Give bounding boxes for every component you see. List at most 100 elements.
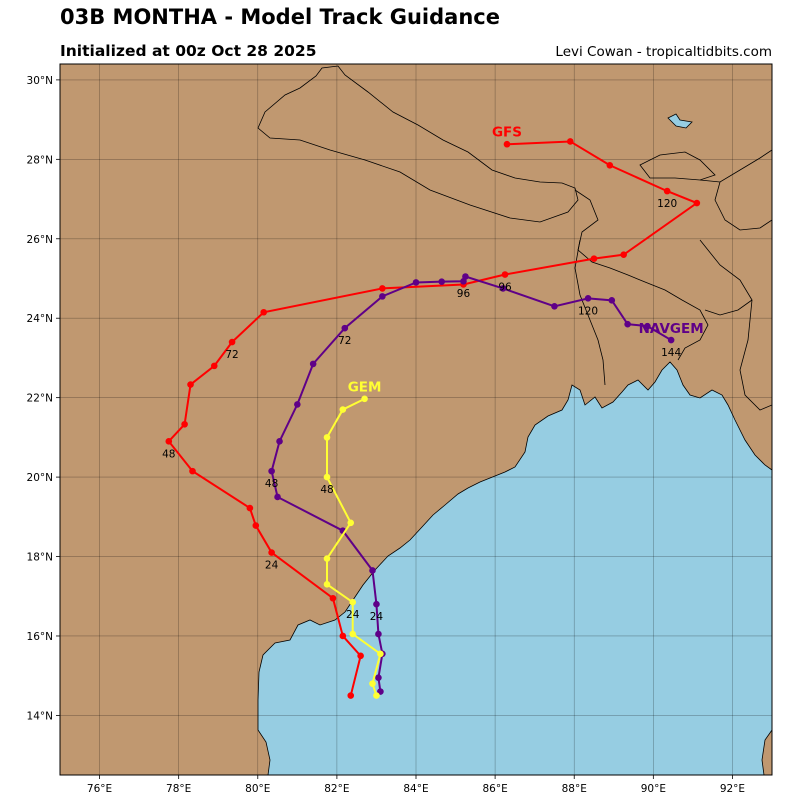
borders-layer [257, 65, 772, 411]
gem-track-line [326, 397, 382, 696]
gem-track-point [373, 692, 380, 699]
grid-lines [60, 64, 772, 775]
navgem-track-point [584, 295, 592, 302]
gem-track-point [323, 555, 331, 562]
navgem-track-point [375, 674, 382, 681]
lat-tick-label: 22°N [27, 393, 53, 405]
lon-tick-label: 78°E [166, 783, 191, 795]
nepal-border [257, 65, 579, 223]
lon-tick-label: 80°E [245, 783, 270, 795]
navgem-hour-label: 144 [661, 347, 681, 359]
gfs-model-label: GFS [492, 125, 522, 141]
lat-tick-label: 26°N [27, 234, 53, 246]
navgem-model-label: NAVGEM [639, 321, 704, 337]
lon-tick-label: 82°E [324, 783, 349, 795]
water-layer [257, 113, 772, 775]
east-border [699, 149, 772, 411]
gfs-track-point [503, 140, 511, 148]
gfs-track-point [663, 187, 671, 195]
navgem-track-point [294, 401, 301, 408]
lat-tick-label: 14°N [27, 710, 53, 722]
gfs-track-point [252, 522, 260, 529]
navgem-track-point [412, 279, 420, 286]
gfs-track-point [260, 308, 268, 316]
gem-track-point [349, 630, 357, 638]
gfs-track-point [187, 381, 194, 388]
navgem-track-point [462, 273, 469, 280]
track-layer [165, 138, 701, 699]
lat-tick-label: 30°N [27, 75, 53, 87]
gem-track-point [323, 581, 331, 588]
gfs-track-point [210, 362, 218, 370]
gfs-track-point [268, 549, 275, 556]
credit-text: Levi Cowan - tropicaltidbits.com [555, 44, 772, 60]
gem-track-point [377, 650, 384, 658]
gfs-track-point [590, 255, 598, 262]
bhutan-border [639, 151, 716, 181]
northeast-border [714, 181, 772, 231]
init-time-subtitle: Initialized at 00z Oct 28 2025 [60, 42, 317, 60]
navgem-track-point [379, 293, 386, 300]
navgem-track-point [309, 360, 317, 368]
gfs-track-point [357, 652, 364, 660]
navgem-track-point [499, 285, 507, 292]
gem-track-point [347, 519, 355, 527]
gfs-track-point [339, 632, 347, 640]
navgem-track-point [268, 467, 275, 475]
navgem-track-point [375, 630, 382, 638]
lon-tick-label: 92°E [720, 783, 745, 795]
navgem-track-point [369, 567, 376, 574]
bay-of-bengal [257, 361, 772, 775]
lat-tick-label: 18°N [27, 552, 53, 564]
gfs-track-point [329, 594, 337, 602]
gem-track-point [323, 434, 331, 441]
navgem-track-point [624, 320, 631, 328]
navgem-hour-label: 48 [265, 478, 278, 490]
lon-tick-label: 88°E [562, 783, 587, 795]
navgem-track-point [373, 600, 380, 608]
gfs-track-point [606, 161, 614, 169]
navgem-track-point [608, 297, 616, 304]
navgem-track-point [341, 324, 349, 332]
gem-track-point [369, 680, 376, 687]
gfs-track-point [501, 271, 509, 278]
gfs-hour-label: 72 [225, 349, 238, 361]
model-name-labels: GFS NAVGEM GEM [348, 125, 704, 396]
navgem-track-point [667, 336, 675, 344]
axis-ticks: 76°E 78°E 80°E 82°E 84°E 86°E 88°E 90°E 92°E 14°N… [27, 75, 746, 795]
gfs-track-point [620, 251, 627, 258]
navgem-track-point [438, 278, 446, 285]
lat-tick-label: 20°N [27, 472, 53, 484]
lon-tick-label: 76°E [87, 783, 112, 795]
gem-track-point [361, 395, 368, 403]
navgem-hour-label: 120 [578, 305, 598, 317]
gfs-hour-label: 24 [265, 559, 279, 571]
gfs-track-point [228, 338, 236, 346]
gfs-track-point [189, 467, 196, 475]
gem-track-point [323, 473, 331, 481]
gfs-hour-label: 120 [657, 198, 677, 210]
lat-tick-label: 28°N [27, 154, 53, 166]
navgem-track-point [276, 438, 283, 445]
gem-hour-label: 48 [320, 484, 333, 496]
navgem-track-point [274, 493, 281, 501]
page-title: 03B MONTHA - Model Track Guidance [60, 5, 500, 29]
gem-track-point [349, 598, 357, 606]
gfs-hour-label: 96 [498, 281, 512, 293]
gfs-track-line [167, 140, 699, 696]
gfs-track-point [379, 285, 386, 292]
lon-tick-label: 90°E [641, 783, 666, 795]
bangladesh-west [574, 239, 606, 386]
gfs-track-point [181, 420, 188, 428]
gfs-track-point [566, 138, 574, 145]
gfs-track-point [246, 504, 254, 512]
bangladesh-border [574, 189, 709, 361]
gfs-track-point [347, 692, 355, 699]
navgem-hour-label: 72 [338, 335, 351, 347]
gem-track-point [339, 406, 347, 413]
gfs-track-point [693, 199, 701, 207]
gem-model-label: GEM [348, 380, 382, 396]
lon-tick-label: 86°E [482, 783, 507, 795]
gfs-hour-label: 48 [162, 448, 175, 460]
